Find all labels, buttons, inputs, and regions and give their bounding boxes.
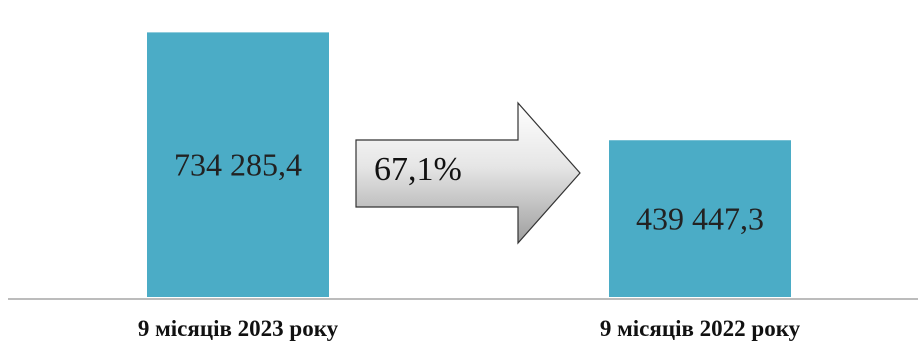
bar-value-label-1: 734 285,4 (174, 147, 302, 183)
category-label-1: 9 місяців 2023 року (138, 316, 339, 341)
bar-1 (143, 28, 333, 301)
category-label-2: 9 місяців 2022 року (600, 316, 801, 341)
bar-value-label-2: 439 447,3 (636, 201, 764, 237)
labels: 734 285,4 9 місяців 2023 року 439 447,3 9 м… (138, 147, 801, 341)
comparison-percent-label: 67,1% (374, 151, 462, 188)
comparison-arrow: 67,1% (355, 101, 581, 245)
arrow-shape (355, 101, 581, 245)
bars (143, 28, 795, 301)
bar-2 (605, 136, 795, 301)
